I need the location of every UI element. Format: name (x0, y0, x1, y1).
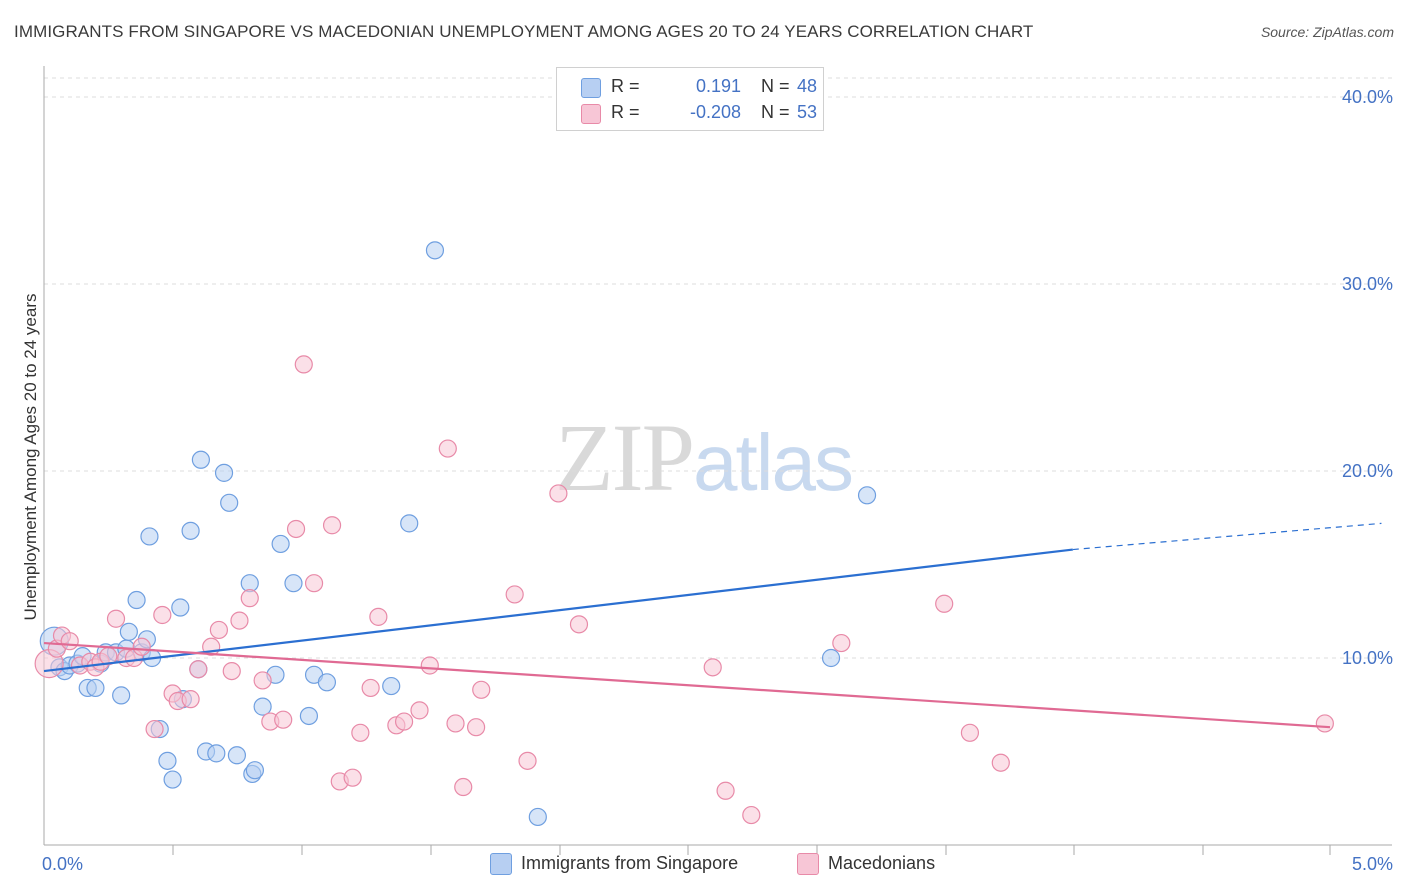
point-singapore (528, 807, 547, 827)
trendline-singapore-extension (1072, 522, 1382, 551)
point-macedonians (832, 633, 851, 653)
legend-r-value: -0.208 (689, 102, 741, 122)
point-singapore (245, 761, 265, 780)
point-macedonians (505, 585, 524, 604)
point-macedonians (230, 611, 249, 630)
point-singapore (220, 493, 239, 512)
legend-n-value: 48 (797, 76, 818, 96)
point-singapore (400, 514, 419, 533)
point-macedonians (991, 753, 1010, 772)
point-macedonians (472, 680, 491, 699)
watermark: ZIPatlas (555, 402, 854, 513)
legend-n-value: 53 (797, 102, 818, 122)
point-macedonians (716, 781, 735, 800)
point-macedonians (394, 712, 414, 731)
y-axis-label: Unemployment Among Ages 20 to 24 years (21, 294, 40, 621)
point-macedonians (343, 768, 362, 787)
point-singapore (112, 686, 131, 705)
x-tick-label: 5.0% (1352, 854, 1393, 874)
point-macedonians (322, 516, 342, 535)
point-singapore (140, 527, 159, 546)
point-macedonians (181, 690, 200, 709)
point-singapore (127, 590, 146, 610)
point-macedonians (420, 656, 439, 675)
legend-swatch-macedonians (581, 104, 601, 124)
trendline-singapore (43, 548, 1073, 673)
source-label: Source: ZipAtlas.com (1260, 24, 1394, 40)
point-macedonians (703, 658, 722, 677)
point-macedonians (351, 723, 370, 742)
legend-r-label: R = (611, 76, 640, 96)
point-singapore (271, 534, 290, 554)
point-macedonians (189, 660, 208, 679)
bottom-legend-label-singapore: Immigrants from Singapore (521, 853, 739, 873)
point-macedonians (222, 661, 241, 681)
point-macedonians (240, 589, 259, 608)
point-macedonians (304, 574, 324, 593)
point-singapore (857, 486, 877, 505)
point-macedonians (1315, 714, 1334, 733)
point-macedonians (446, 714, 465, 733)
point-singapore (214, 463, 234, 482)
legend-r-label: R = (611, 102, 640, 122)
point-singapore (86, 678, 105, 698)
watermark-zip: ZIP (555, 404, 695, 511)
point-macedonians (466, 718, 486, 737)
point-macedonians (253, 671, 272, 690)
y-tick-label: 30.0% (1342, 274, 1393, 294)
point-singapore (382, 676, 401, 696)
point-macedonians (438, 439, 457, 458)
legend-swatch-singapore (581, 78, 601, 98)
point-macedonians (286, 519, 306, 539)
legend-n-label: N = (761, 102, 790, 122)
point-macedonians (60, 632, 79, 651)
point-singapore (284, 574, 303, 593)
point-macedonians (369, 607, 388, 626)
chart-title: IMMIGRANTS FROM SINGAPORE VS MACEDONIAN … (14, 22, 1034, 41)
point-macedonians (274, 710, 293, 729)
point-singapore (119, 622, 138, 641)
point-macedonians (518, 751, 537, 770)
point-singapore (207, 744, 226, 763)
point-macedonians (209, 620, 228, 640)
legend-r-value: 0.191 (695, 76, 741, 96)
point-macedonians (454, 777, 473, 797)
bottom-legend-swatch-macedonians (797, 853, 819, 875)
bottom-legend-label-macedonians: Macedonians (828, 853, 936, 873)
point-singapore (821, 648, 841, 668)
correlation-legend: R = 0.191 N = 48 R = -0.208 N = 53 (556, 67, 824, 131)
y-tick-label: 20.0% (1342, 461, 1393, 481)
point-macedonians (145, 719, 164, 739)
point-singapore (299, 706, 319, 726)
point-singapore (163, 770, 182, 789)
point-macedonians (132, 637, 151, 656)
point-singapore (181, 521, 200, 540)
point-macedonians (742, 805, 761, 825)
y-tick-label: 40.0% (1342, 87, 1393, 107)
point-macedonians (569, 615, 589, 634)
x-tick-label: 0.0% (42, 854, 83, 874)
point-singapore (171, 598, 190, 617)
point-macedonians (410, 701, 429, 720)
point-singapore (253, 697, 272, 716)
watermark-atlas: atlas (693, 418, 854, 507)
point-macedonians (153, 605, 172, 625)
point-singapore (227, 746, 246, 765)
point-singapore (425, 241, 445, 260)
point-macedonians (106, 609, 126, 628)
point-singapore (317, 673, 337, 692)
legend-n-label: N = (761, 76, 790, 96)
point-macedonians (549, 484, 568, 503)
point-macedonians (935, 594, 954, 613)
y-tick-label: 10.0% (1342, 648, 1393, 668)
bottom-legend-swatch-singapore (490, 853, 512, 875)
point-singapore (158, 751, 177, 770)
trendline-macedonians (43, 641, 1331, 729)
point-macedonians (294, 355, 313, 374)
point-singapore (191, 450, 210, 469)
point-macedonians (361, 678, 380, 698)
point-macedonians (960, 723, 980, 742)
